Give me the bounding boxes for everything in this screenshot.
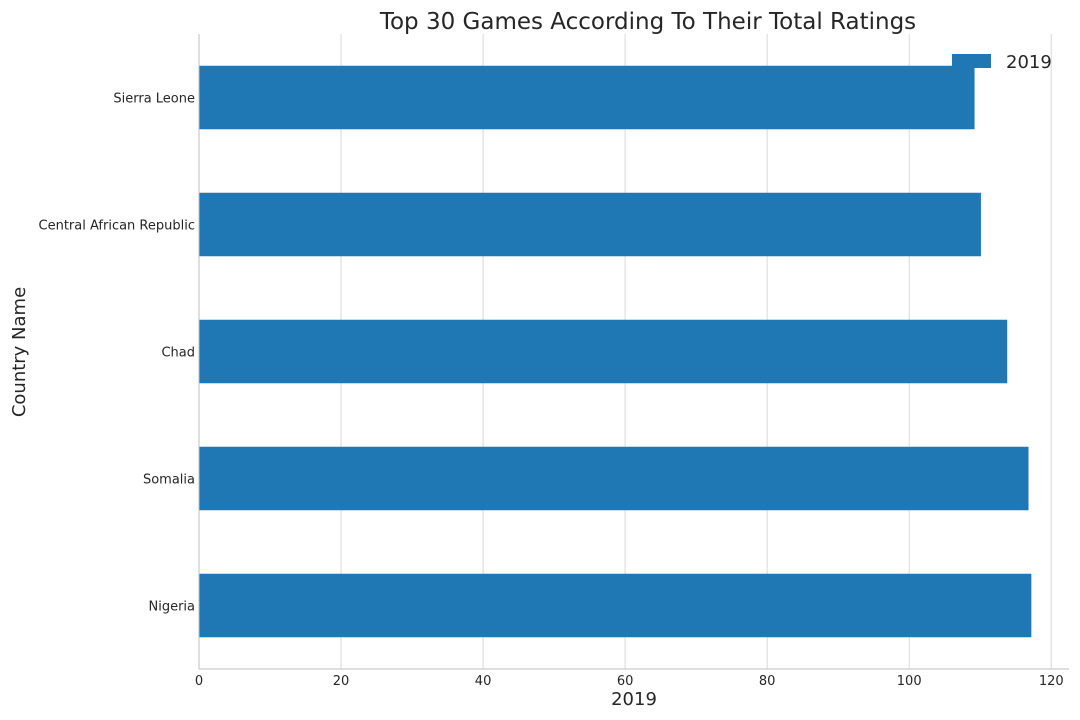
bars xyxy=(199,65,1032,638)
y-ticks: Sierra Leone Central African Republic Chad… xyxy=(39,92,195,615)
bar-sierra-leone xyxy=(199,65,975,130)
y-tick-label: Chad xyxy=(161,346,195,361)
bar-central-african-republic xyxy=(199,192,981,257)
x-tick-label: 120 xyxy=(1039,674,1064,689)
bar-chad xyxy=(199,319,1008,384)
chart-title: Top 30 Games According To Their Total Ra… xyxy=(379,9,916,35)
x-tick-label: 20 xyxy=(333,674,350,689)
x-axis-label: 2019 xyxy=(611,689,657,710)
x-tick-label: 100 xyxy=(897,674,922,689)
y-tick-label: Central African Republic xyxy=(39,219,195,234)
x-tick-label: 60 xyxy=(617,674,634,689)
y-tick-label: Nigeria xyxy=(148,600,195,615)
x-ticks: 0 20 40 60 80 100 120 xyxy=(195,674,1064,689)
x-tick-label: 80 xyxy=(759,674,776,689)
y-tick-label: Somalia xyxy=(143,473,195,488)
y-tick-label: Sierra Leone xyxy=(113,92,195,107)
x-tick-label: 0 xyxy=(195,674,203,689)
bar-somalia xyxy=(199,446,1029,511)
x-tick-label: 40 xyxy=(475,674,492,689)
bar-nigeria xyxy=(199,573,1032,638)
legend: 2019 xyxy=(952,52,1052,73)
legend-label-2019: 2019 xyxy=(1006,52,1052,73)
y-axis-label: Country Name xyxy=(9,287,30,417)
legend-swatch-2019 xyxy=(952,54,991,68)
